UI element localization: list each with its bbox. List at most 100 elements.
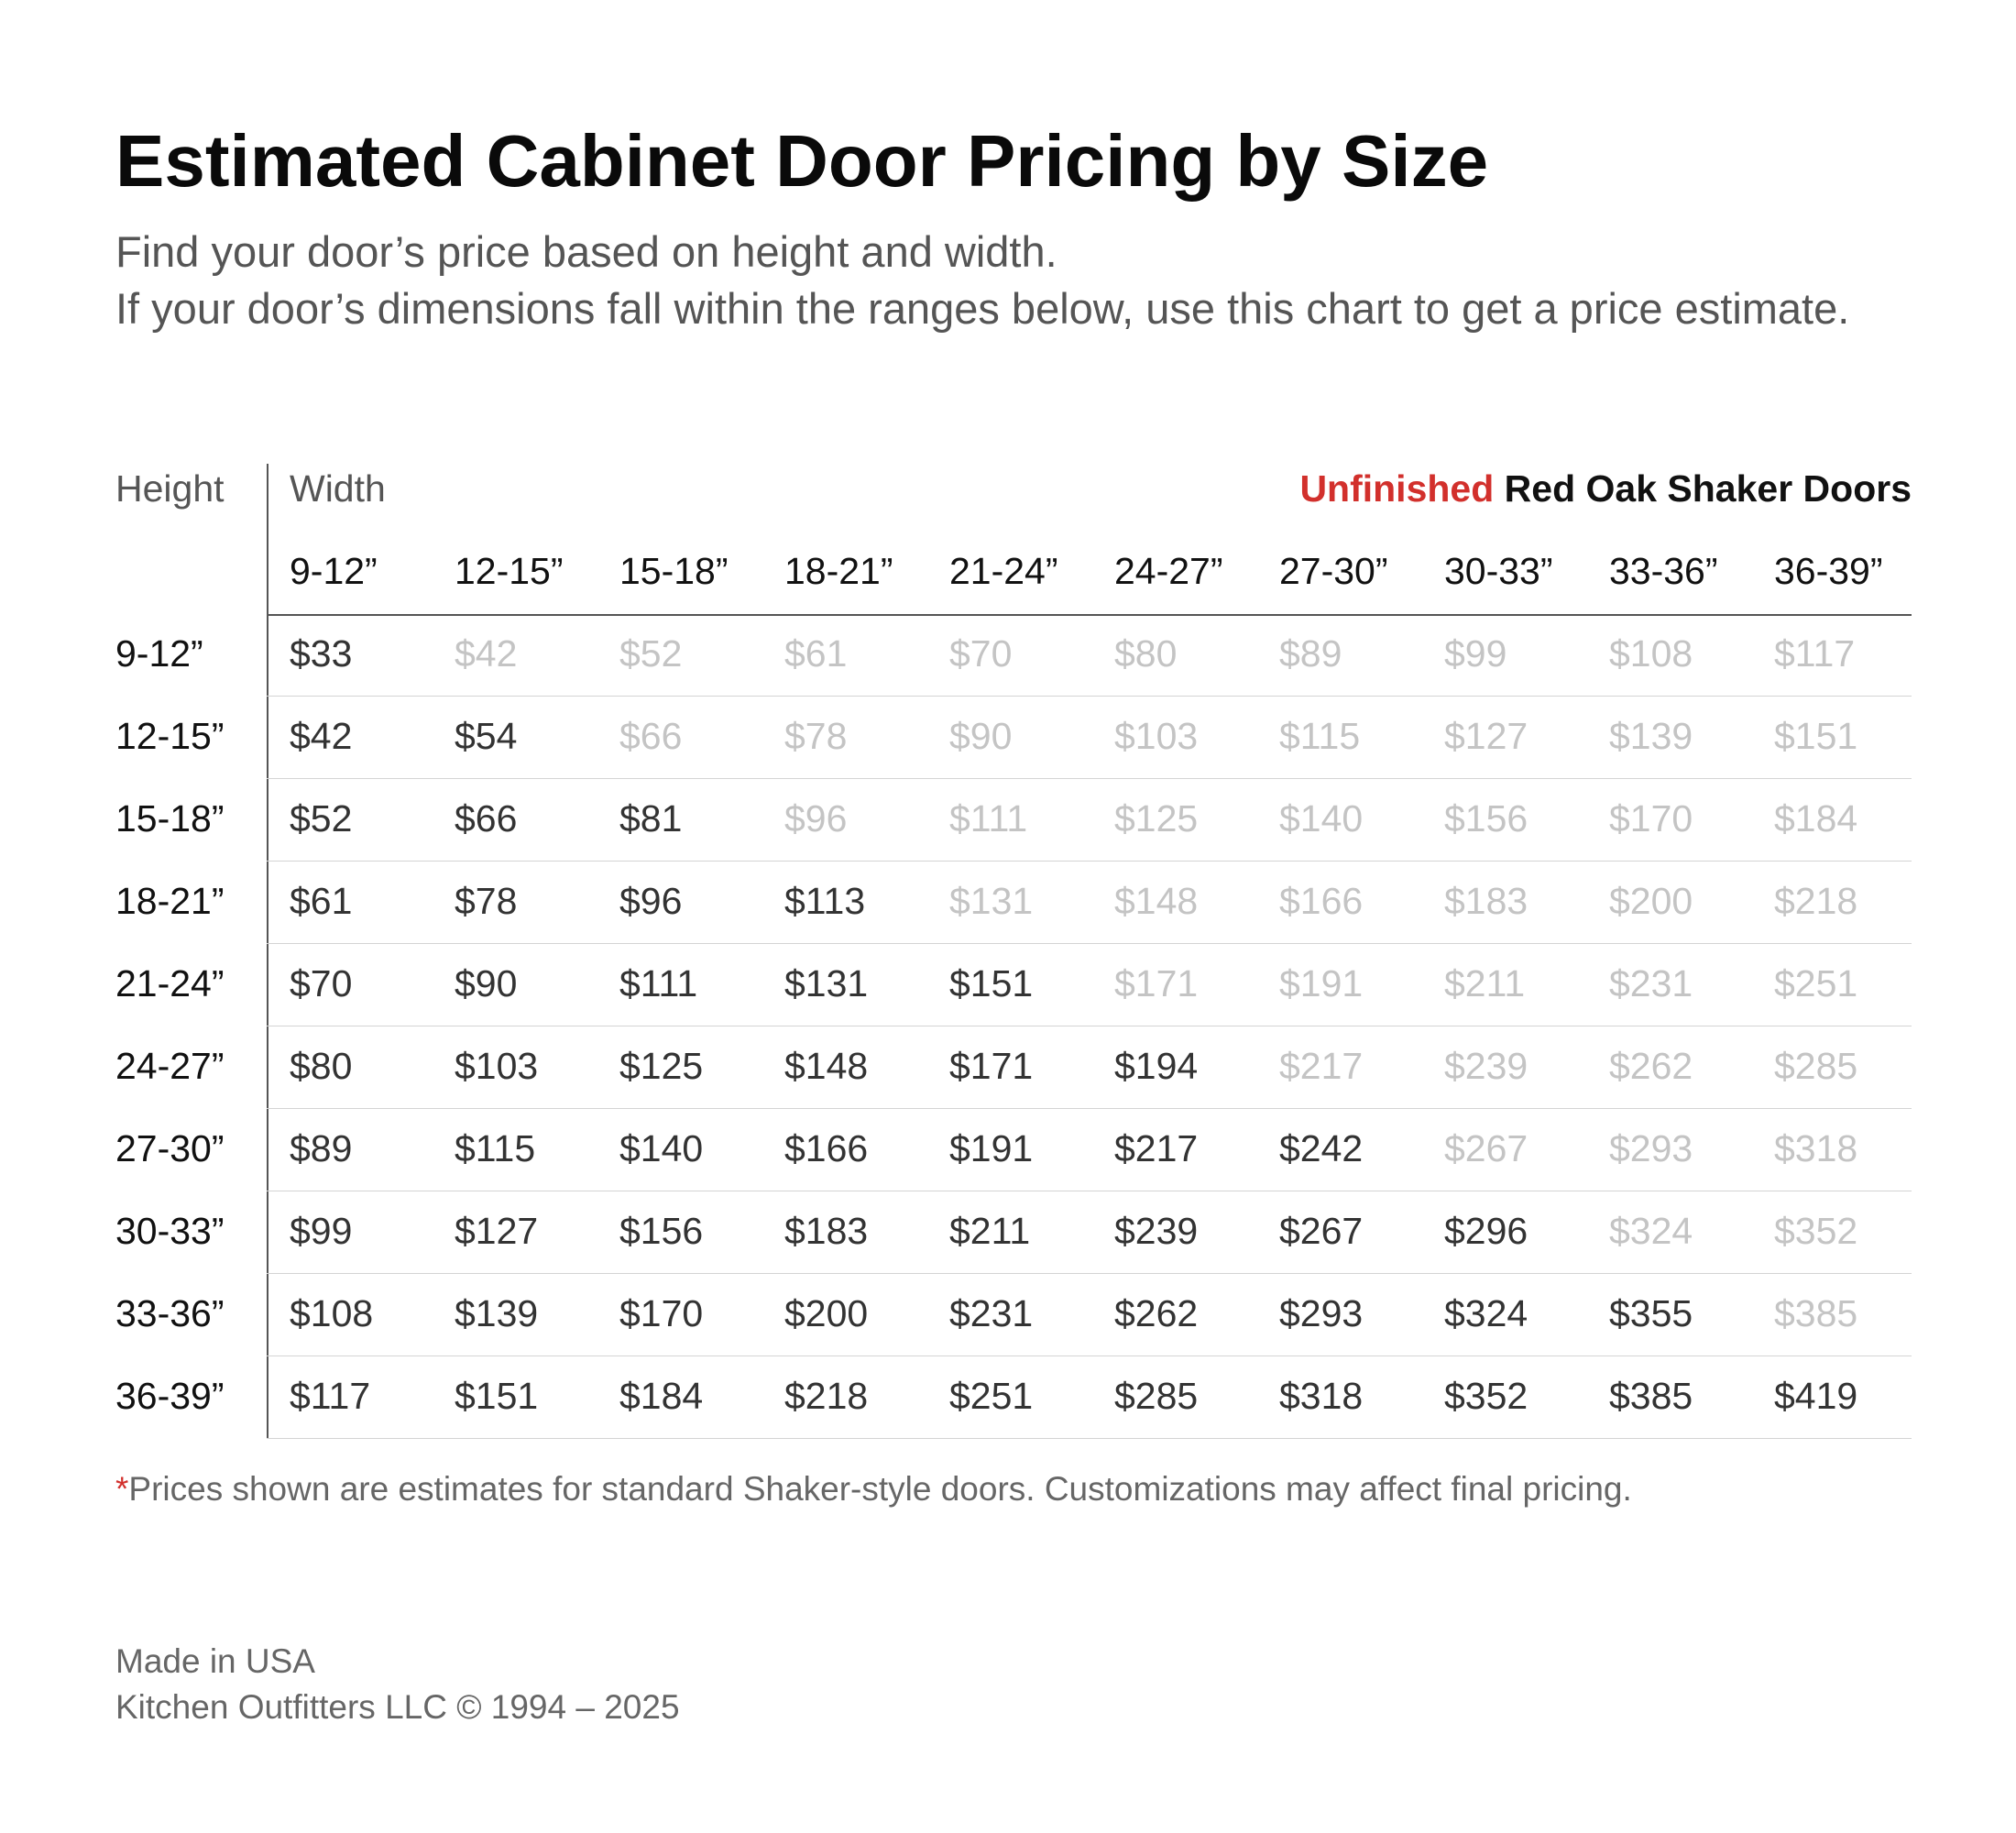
price-cell: $131 xyxy=(784,962,869,1004)
row-header: 27-30” xyxy=(115,1127,225,1169)
column-header: 30-33” xyxy=(1444,550,1553,592)
price-cell: $296 xyxy=(1444,1210,1528,1252)
row-divider xyxy=(267,861,1912,862)
price-cell: $66 xyxy=(455,797,518,840)
price-cell: $170 xyxy=(619,1292,704,1334)
price-cell: $218 xyxy=(784,1375,869,1417)
row-header: 30-33” xyxy=(115,1210,225,1252)
price-cell: $96 xyxy=(619,880,683,922)
table-header: Height Width Unfinished Red Oak Shaker D… xyxy=(115,458,1912,577)
table-row: 33-36” $108 $139 $170 $200 $231 $262 $293 $324 $3… xyxy=(115,1274,1912,1356)
price-cell: $103 xyxy=(455,1045,539,1087)
price-cell: $42 xyxy=(455,632,518,675)
price-cell: $125 xyxy=(1114,797,1199,840)
column-header: 24-27” xyxy=(1114,550,1223,592)
price-cell: $99 xyxy=(290,1210,353,1252)
price-cell: $115 xyxy=(455,1127,536,1169)
price-cell: $81 xyxy=(619,797,683,840)
price-cell: $96 xyxy=(784,797,848,840)
price-cell: $108 xyxy=(290,1292,374,1334)
price-cell: $191 xyxy=(949,1127,1034,1169)
price-cell: $419 xyxy=(1774,1375,1858,1417)
row-divider xyxy=(267,696,1912,697)
table-row: 36-39” $117 $151 $184 $218 $251 $285 $318 $352 $3… xyxy=(115,1356,1912,1439)
page-title: Estimated Cabinet Door Pricing by Size xyxy=(115,120,1489,202)
price-cell: $385 xyxy=(1609,1375,1693,1417)
price-cell: $217 xyxy=(1114,1127,1199,1169)
subtitle-line-1: Find your door’s price based on height a… xyxy=(115,227,1057,276)
price-cell: $103 xyxy=(1114,715,1199,757)
price-cell: $171 xyxy=(1114,962,1199,1004)
price-cell: $78 xyxy=(784,715,848,757)
price-cell: $90 xyxy=(455,962,518,1004)
row-divider xyxy=(267,1273,1912,1274)
price-cell: $111 xyxy=(619,962,698,1004)
price-cell: $267 xyxy=(1279,1210,1364,1252)
price-cell: $170 xyxy=(1609,797,1693,840)
price-cell: $61 xyxy=(290,880,353,922)
price-cell: $262 xyxy=(1114,1292,1199,1334)
price-cell: $156 xyxy=(1444,797,1528,840)
price-cell: $115 xyxy=(1279,715,1361,757)
price-cell: $156 xyxy=(619,1210,704,1252)
price-cell: $318 xyxy=(1279,1375,1364,1417)
price-cell: $184 xyxy=(619,1375,704,1417)
price-cell: $108 xyxy=(1609,632,1693,675)
price-cell: $285 xyxy=(1774,1045,1858,1087)
footer: Made in USA Kitchen Outfitters LLC © 199… xyxy=(115,1639,680,1730)
price-cell: $139 xyxy=(455,1292,539,1334)
row-header: 21-24” xyxy=(115,962,225,1004)
table-row: 18-21” $61 $78 $96 $113 $131 $148 $166 $183 $200 $… xyxy=(115,862,1912,944)
price-cell: $70 xyxy=(949,632,1013,675)
price-cell: $352 xyxy=(1774,1210,1858,1252)
price-cell: $231 xyxy=(949,1292,1034,1334)
price-cell: $166 xyxy=(1279,880,1364,922)
price-cell: $111 xyxy=(949,797,1028,840)
price-cell: $183 xyxy=(1444,880,1528,922)
table-row: 9-12” $33 $42 $52 $61 $70 $80 $89 $99 $108 $117 xyxy=(115,614,1912,697)
price-cell: $89 xyxy=(290,1127,353,1169)
price-cell: $324 xyxy=(1609,1210,1693,1252)
price-cell: $89 xyxy=(1279,632,1342,675)
price-cell: $140 xyxy=(1279,797,1364,840)
price-cell: $251 xyxy=(949,1375,1034,1417)
price-cell: $140 xyxy=(619,1127,704,1169)
row-divider xyxy=(267,943,1912,944)
width-column-headers: 9-12” 12-15” 15-18” 18-21” 21-24” 24-27” 27-30… xyxy=(267,535,1912,616)
price-cell: $251 xyxy=(1774,962,1858,1004)
height-axis-label: Height xyxy=(115,467,225,510)
price-cell: $183 xyxy=(784,1210,869,1252)
price-cell: $42 xyxy=(290,715,353,757)
table-body: 9-12” $33 $42 $52 $61 $70 $80 $89 $99 $108 $117 12-… xyxy=(115,614,1912,1439)
table-row: 27-30” $89 $115 $140 $166 $191 $217 $242 $267 $29… xyxy=(115,1109,1912,1191)
row-divider xyxy=(267,1438,1912,1439)
footnote-marker: * xyxy=(115,1470,129,1508)
price-cell: $262 xyxy=(1609,1045,1693,1087)
price-cell: $139 xyxy=(1609,715,1693,757)
price-cell: $191 xyxy=(1279,962,1364,1004)
price-cell: $166 xyxy=(784,1127,869,1169)
price-cell: $90 xyxy=(949,715,1013,757)
price-cell: $211 xyxy=(949,1210,1031,1252)
price-cell: $200 xyxy=(1609,880,1693,922)
price-cell: $352 xyxy=(1444,1375,1528,1417)
price-cell: $99 xyxy=(1444,632,1507,675)
product-name: Red Oak Shaker Doors xyxy=(1494,467,1912,510)
table-row: 30-33” $99 $127 $156 $183 $211 $239 $267 $296 $32… xyxy=(115,1191,1912,1274)
price-cell: $151 xyxy=(455,1375,539,1417)
price-cell: $117 xyxy=(290,1375,371,1417)
price-cell: $80 xyxy=(290,1045,353,1087)
price-cell: $355 xyxy=(1609,1292,1693,1334)
price-cell: $131 xyxy=(949,880,1034,922)
price-cell: $148 xyxy=(784,1045,869,1087)
price-cell: $217 xyxy=(1279,1045,1364,1087)
table-row: 12-15” $42 $54 $66 $78 $90 $103 $115 $127 $139 $15… xyxy=(115,697,1912,779)
price-cell: $184 xyxy=(1774,797,1858,840)
price-cell: $52 xyxy=(290,797,353,840)
column-header: 33-36” xyxy=(1609,550,1718,592)
price-cell: $151 xyxy=(949,962,1034,1004)
price-cell: $54 xyxy=(455,715,518,757)
column-header: 15-18” xyxy=(619,550,729,592)
pricing-table: Height Width Unfinished Red Oak Shaker D… xyxy=(115,458,1912,1439)
price-cell: $318 xyxy=(1774,1127,1858,1169)
